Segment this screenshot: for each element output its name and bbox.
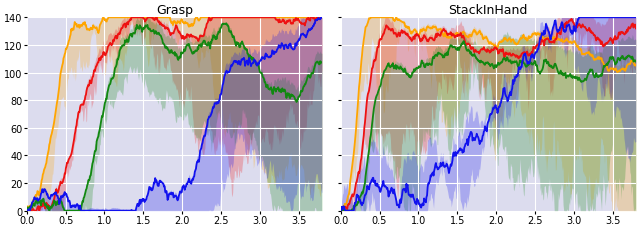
Title: StackInHand: StackInHand — [449, 4, 528, 17]
Title: Grasp: Grasp — [156, 4, 193, 17]
